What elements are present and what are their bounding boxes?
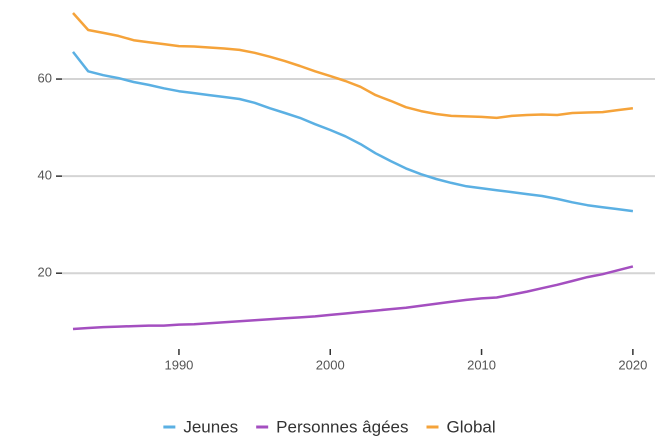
- line: [72, 265, 634, 331]
- legend: Jeunes Personnes âgées Global: [163, 417, 496, 436]
- y-tick-label: 20: [38, 265, 52, 280]
- x-tick-label: 2000: [316, 357, 345, 372]
- legend-label: Jeunes: [183, 417, 238, 436]
- y-tick-label: 60: [38, 70, 52, 85]
- x-tick-label: 2020: [618, 357, 647, 372]
- line: [72, 51, 634, 213]
- legend-label: Global: [447, 417, 496, 436]
- x-tick-label: 2010: [467, 357, 496, 372]
- x-tick-label: 1990: [164, 357, 193, 372]
- legend-label: Personnes âgées: [276, 417, 408, 436]
- line: [72, 12, 634, 120]
- y-tick-label: 40: [38, 168, 52, 183]
